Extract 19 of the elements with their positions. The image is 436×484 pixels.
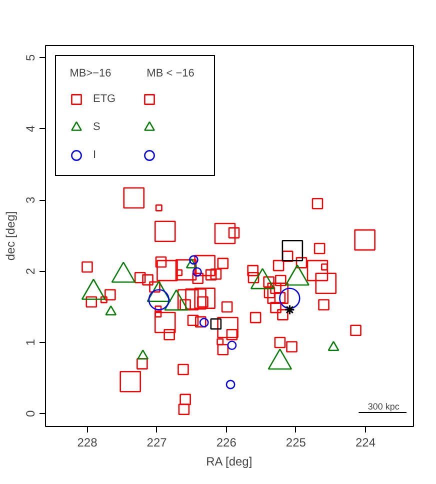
annotation: MB < −16 (146, 68, 194, 80)
y-tick-label: 1 (24, 338, 38, 346)
y-tick-label: 2 (24, 268, 38, 275)
y-axis-title: dec [deg] (4, 211, 18, 261)
annotation: MB>−16 (70, 68, 112, 80)
annotation: 300 kpc (368, 402, 400, 412)
x-axis-title: RA [deg] (206, 454, 252, 468)
y-tick-label: 3 (24, 196, 38, 204)
legend-label: I (93, 149, 98, 161)
y-tick-label: 4 (24, 125, 38, 132)
x-tick-label: 226 (216, 436, 237, 450)
x-tick-label: 225 (286, 436, 306, 450)
legend-label: ETG (93, 93, 117, 105)
y-tick-label: 0 (24, 410, 38, 418)
x-tick-label: 228 (77, 436, 98, 450)
x-tick-label: 227 (146, 436, 168, 450)
y-tick-label: 5 (24, 54, 38, 61)
x-tick-label: 224 (355, 436, 376, 450)
legend-label: S (93, 121, 102, 133)
